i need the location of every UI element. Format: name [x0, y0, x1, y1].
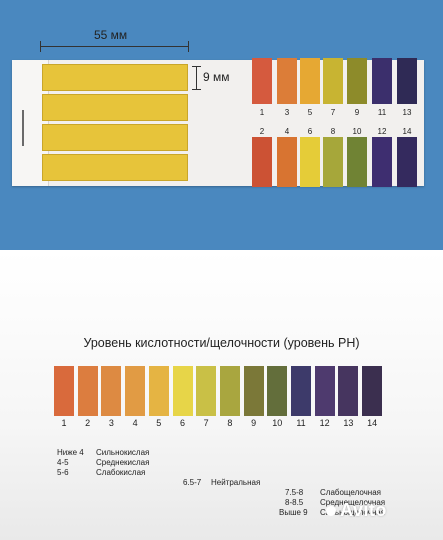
height-dimension-label: 9 мм	[203, 70, 230, 84]
scale-number: 2	[85, 418, 91, 428]
scale-color-swatch	[101, 366, 122, 416]
test-strip	[42, 124, 188, 151]
scale-color-swatch	[172, 366, 193, 416]
scale-color-swatch	[54, 366, 74, 416]
scale-number: 5	[156, 418, 162, 428]
booklet-color-swatch	[323, 137, 343, 187]
booklet-color-swatch	[277, 137, 297, 187]
scale-color-swatch	[362, 366, 383, 416]
booklet-swatch-number: 1	[259, 108, 265, 117]
height-dimension-line	[196, 66, 197, 90]
booklet-swatch-number: 8	[330, 127, 336, 136]
booklet-color-swatch	[397, 58, 417, 104]
booklet-swatch-number: 3	[284, 108, 290, 117]
width-dimension-label: 55 мм	[94, 28, 128, 42]
booklet-color-swatch	[252, 137, 272, 187]
scale-number: 7	[203, 418, 209, 428]
booklet-swatch-number: 13	[402, 108, 412, 117]
legend-range: 4-5	[57, 458, 69, 467]
scale-color-swatch	[243, 366, 264, 416]
booklet-swatch-number: 2	[259, 127, 265, 136]
legend-label: Сильнощелочная	[320, 508, 386, 517]
scale-number: 3	[108, 418, 114, 428]
booklet-color-swatch	[372, 137, 392, 187]
legend-range: 6.5-7	[183, 478, 202, 487]
scale-number: 6	[179, 418, 185, 428]
height-dimension-tick-top	[192, 66, 201, 67]
scale-color-swatch	[267, 366, 288, 416]
booklet-swatch-number: 10	[352, 127, 362, 136]
watermark-text: Avito	[340, 500, 387, 520]
scale-number: 12	[319, 418, 330, 428]
scale-number: 11	[296, 418, 306, 428]
test-strip	[42, 94, 188, 121]
legend-range: 8-8.5	[285, 498, 304, 507]
scale-number: 9	[251, 418, 257, 428]
flap-slot	[22, 110, 24, 146]
booklet-swatch-number: 11	[377, 108, 387, 117]
scale-color-swatch	[291, 366, 311, 416]
legend-label: Сильнокислая	[96, 448, 150, 457]
booklet-swatch-number: 7	[330, 108, 336, 117]
booklet-swatch-number: 5	[307, 108, 313, 117]
legend-range: 7.5-8	[285, 488, 304, 497]
booklet-color-swatch	[277, 58, 297, 104]
scale-number: 8	[227, 418, 233, 428]
width-dimension-tick-left	[40, 41, 41, 52]
test-strip	[42, 154, 188, 181]
booklet-swatch-number: 4	[284, 127, 290, 136]
booklet-color-swatch	[397, 137, 417, 187]
scale-color-swatch	[77, 366, 98, 416]
legend-label: Среднекислая	[96, 458, 150, 467]
booklet-color-swatch	[347, 137, 367, 187]
legend-label: Слабощелочная	[320, 488, 381, 497]
booklet-color-swatch	[300, 58, 320, 104]
scale-color-swatch	[125, 366, 146, 416]
booklet-color-swatch	[323, 58, 343, 104]
booklet-swatch-number: 9	[354, 108, 360, 117]
scale-number: 4	[132, 418, 138, 428]
scale-color-swatch	[196, 366, 217, 416]
legend-label: Нейтральная	[211, 478, 261, 487]
scale-title: Уровень кислотности/щелочности (уровень …	[83, 336, 360, 350]
legend-range: 5-6	[57, 468, 69, 477]
scale-color-swatch	[314, 366, 335, 416]
legend-label: Слабокислая	[96, 468, 146, 477]
width-dimension-tick-right	[188, 41, 189, 52]
booklet-swatch-number: 14	[402, 127, 412, 136]
booklet-color-swatch	[300, 137, 320, 187]
test-strips	[42, 64, 188, 184]
scale-number: 10	[272, 418, 283, 428]
legend-range: Ниже 4	[57, 448, 84, 457]
scale-color-swatch	[148, 366, 169, 416]
test-strip	[42, 64, 188, 91]
scale-color-swatch	[219, 366, 240, 416]
legend-label: Среднещелочная	[320, 498, 386, 507]
booklet-color-swatch	[252, 58, 272, 104]
scale-number: 1	[61, 418, 67, 428]
legend-range: Выше 9	[279, 508, 308, 517]
scale-number: 13	[343, 418, 354, 428]
booklet-swatch-number: 6	[307, 127, 313, 136]
booklet-swatch-number: 12	[377, 127, 387, 136]
height-dimension-tick-bottom	[192, 89, 201, 90]
booklet-color-swatch	[347, 58, 367, 104]
width-dimension-line	[41, 46, 189, 47]
scale-color-swatch	[338, 366, 359, 416]
booklet-color-swatch	[372, 58, 392, 104]
product-photo-area: 55 мм 9 мм 1 3 5 7 9 11 13 2 4 6 8 10 12 14	[0, 0, 443, 250]
scale-number: 14	[367, 418, 378, 428]
avito-watermark: Avito	[326, 500, 387, 521]
avito-logo-icon	[326, 506, 336, 517]
